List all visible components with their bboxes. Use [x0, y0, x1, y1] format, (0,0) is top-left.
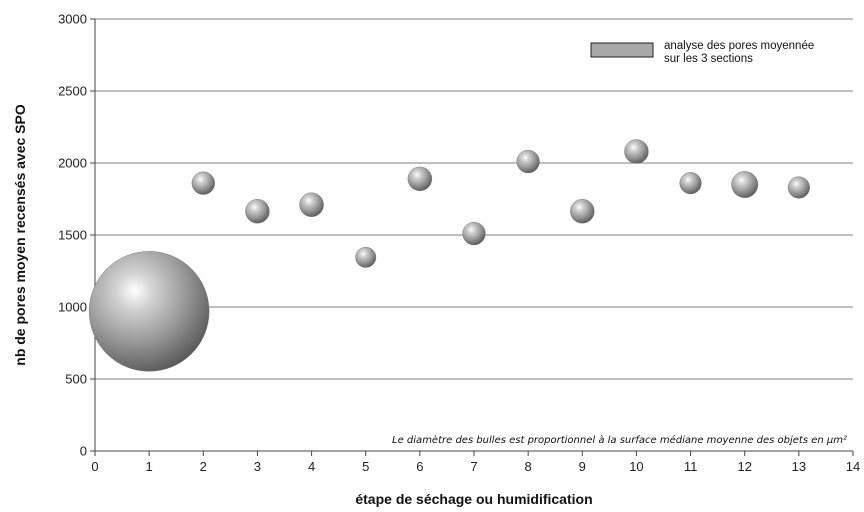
x-tick-label: 6 — [416, 459, 423, 474]
bubble-step-4 — [299, 192, 324, 217]
y-axis-title: nb de pores moyen recensés avec SPO — [12, 104, 28, 366]
y-tick-label: 1000 — [58, 300, 87, 315]
bubble-step-12 — [731, 171, 759, 199]
y-tick-label: 2000 — [58, 156, 87, 171]
chart-annotation: Le diamètre des bulles est proportionnel… — [392, 434, 847, 446]
y-tick-label: 1500 — [58, 228, 87, 243]
y-tick-label: 0 — [80, 444, 87, 459]
bubble-step-2 — [191, 171, 215, 195]
legend-label-line-1: analyse des pores moyennée — [664, 40, 814, 52]
x-tick-label: 13 — [792, 459, 806, 474]
bubble-step-7 — [462, 221, 486, 246]
bubble-step-11 — [679, 172, 702, 195]
bubble-step-13 — [787, 176, 810, 199]
x-tick-label: 1 — [146, 459, 153, 474]
legend-swatch — [590, 42, 654, 58]
x-tick-label: 2 — [200, 459, 207, 474]
x-tick-label: 8 — [525, 459, 532, 474]
x-tick-label: 4 — [308, 459, 315, 474]
bubble-step-10 — [624, 139, 649, 164]
bubble-step-8 — [516, 149, 540, 174]
x-tick-label: 0 — [91, 459, 98, 474]
x-tick-label: 3 — [254, 459, 261, 474]
y-tick-label: 2500 — [58, 84, 87, 99]
bubble-step-9 — [570, 199, 595, 224]
y-tick-label: 3000 — [58, 12, 87, 27]
y-tick-label: 500 — [65, 372, 87, 387]
legend-label-line-2: sur les 3 sections — [664, 53, 753, 65]
x-tick-label: 7 — [470, 459, 477, 474]
y-tick-labels: 0 500 1000 1500 2000 2500 3000 — [58, 12, 95, 459]
x-tick-label: 5 — [362, 459, 369, 474]
bubble-step-5 — [355, 246, 377, 268]
x-tick-label: 14 — [846, 459, 860, 474]
x-tick-label: 11 — [684, 459, 698, 474]
x-tick-label: 9 — [579, 459, 586, 474]
bubble-step-6 — [407, 166, 433, 192]
x-axis-title: étape de séchage ou humidification — [355, 491, 592, 507]
x-tick-label: 12 — [737, 459, 751, 474]
legend: analyse des pores moyennée sur les 3 sec… — [590, 40, 814, 65]
gridlines — [95, 18, 853, 380]
bubble-step-1 — [88, 251, 210, 372]
x-tick-label: 10 — [629, 459, 643, 474]
x-tick-labels: 0 1 2 3 4 5 6 7 8 9 10 11 12 13 14 — [91, 451, 860, 474]
bubble-series — [88, 139, 810, 372]
bubble-step-3 — [245, 199, 270, 224]
